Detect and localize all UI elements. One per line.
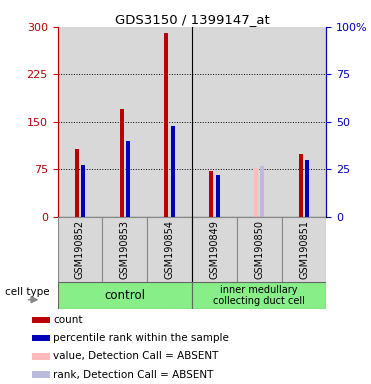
FancyBboxPatch shape <box>237 217 282 282</box>
Bar <box>75 149 79 217</box>
Text: GSM190851: GSM190851 <box>299 220 309 279</box>
Bar <box>254 167 258 217</box>
Bar <box>216 174 220 217</box>
Text: inner medullary
collecting duct cell: inner medullary collecting duct cell <box>213 285 305 306</box>
Bar <box>299 154 303 217</box>
Bar <box>33 335 50 341</box>
Bar <box>282 27 326 217</box>
Bar <box>58 27 102 217</box>
FancyBboxPatch shape <box>192 282 326 309</box>
Text: GSM190850: GSM190850 <box>254 220 264 279</box>
Text: control: control <box>104 289 145 302</box>
Bar <box>164 33 168 217</box>
Text: cell type: cell type <box>4 286 49 297</box>
Text: value, Detection Call = ABSENT: value, Detection Call = ABSENT <box>53 351 218 361</box>
Text: GSM190854: GSM190854 <box>165 220 175 279</box>
Text: percentile rank within the sample: percentile rank within the sample <box>53 333 229 343</box>
Bar <box>237 27 282 217</box>
FancyBboxPatch shape <box>282 217 326 282</box>
Bar <box>119 109 124 217</box>
FancyBboxPatch shape <box>58 217 102 282</box>
Text: GSM190849: GSM190849 <box>209 220 219 279</box>
Bar <box>102 27 147 217</box>
Bar <box>33 353 50 359</box>
Bar <box>171 126 175 217</box>
Text: GSM190852: GSM190852 <box>75 220 85 279</box>
Text: GSM190853: GSM190853 <box>120 220 130 279</box>
Bar <box>305 160 309 217</box>
FancyBboxPatch shape <box>192 217 237 282</box>
Bar <box>126 141 130 217</box>
Bar <box>81 165 85 217</box>
Bar <box>147 27 192 217</box>
FancyBboxPatch shape <box>102 217 147 282</box>
FancyBboxPatch shape <box>58 282 192 309</box>
Bar <box>33 316 50 323</box>
Bar <box>260 166 265 217</box>
Bar <box>192 27 237 217</box>
Bar <box>33 371 50 378</box>
FancyBboxPatch shape <box>147 217 192 282</box>
Text: count: count <box>53 315 82 325</box>
Text: rank, Detection Call = ABSENT: rank, Detection Call = ABSENT <box>53 369 213 379</box>
Bar <box>209 171 213 217</box>
Title: GDS3150 / 1399147_at: GDS3150 / 1399147_at <box>115 13 269 26</box>
